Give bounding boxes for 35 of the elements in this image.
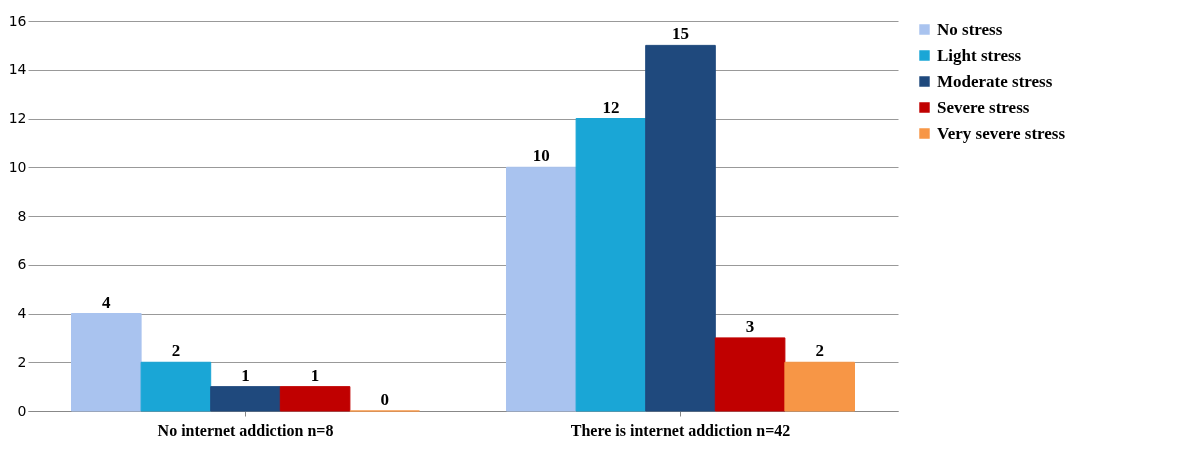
bar: [575, 118, 647, 412]
bar: [784, 361, 855, 412]
data-label: 3: [745, 316, 755, 336]
bar: [506, 166, 577, 412]
y-tick-label: 4: [17, 305, 27, 321]
y-tick-label: 10: [8, 158, 27, 175]
y-tick-label: 14: [8, 61, 27, 78]
data-label: 2: [815, 341, 824, 361]
y-tick-label: 6: [17, 256, 27, 273]
legend-label: Moderate stress: [937, 71, 1053, 91]
data-label: 1: [241, 365, 250, 385]
y-tick-label: 12: [8, 110, 27, 126]
legend-label: Very severe stress: [937, 123, 1066, 143]
data-label: 1: [310, 365, 320, 385]
x-tick-label: There is internet addiction n=42: [570, 421, 791, 439]
y-tick-label: 8: [17, 207, 27, 224]
legend-label: Severe stress: [937, 97, 1030, 117]
bar: [140, 361, 212, 412]
data-label: 12: [602, 97, 620, 117]
y-tick-label: 0: [17, 402, 27, 419]
bar: [645, 44, 716, 412]
bar: [71, 313, 142, 412]
data-label: 4: [102, 292, 112, 312]
y-tick-label: 2: [17, 353, 27, 370]
bar: [279, 386, 351, 412]
legend-label: No stress: [937, 19, 1003, 39]
legend-label: Light stress: [937, 45, 1022, 65]
y-tick-label: 16: [8, 12, 27, 29]
bar: [210, 386, 281, 412]
x-tick-label: No internet addiction n=8: [157, 421, 334, 439]
data-label: 2: [171, 341, 181, 361]
data-label: 15: [672, 24, 689, 44]
data-label: 10: [532, 146, 550, 166]
bar: [714, 337, 786, 412]
data-label: 0: [380, 390, 389, 409]
